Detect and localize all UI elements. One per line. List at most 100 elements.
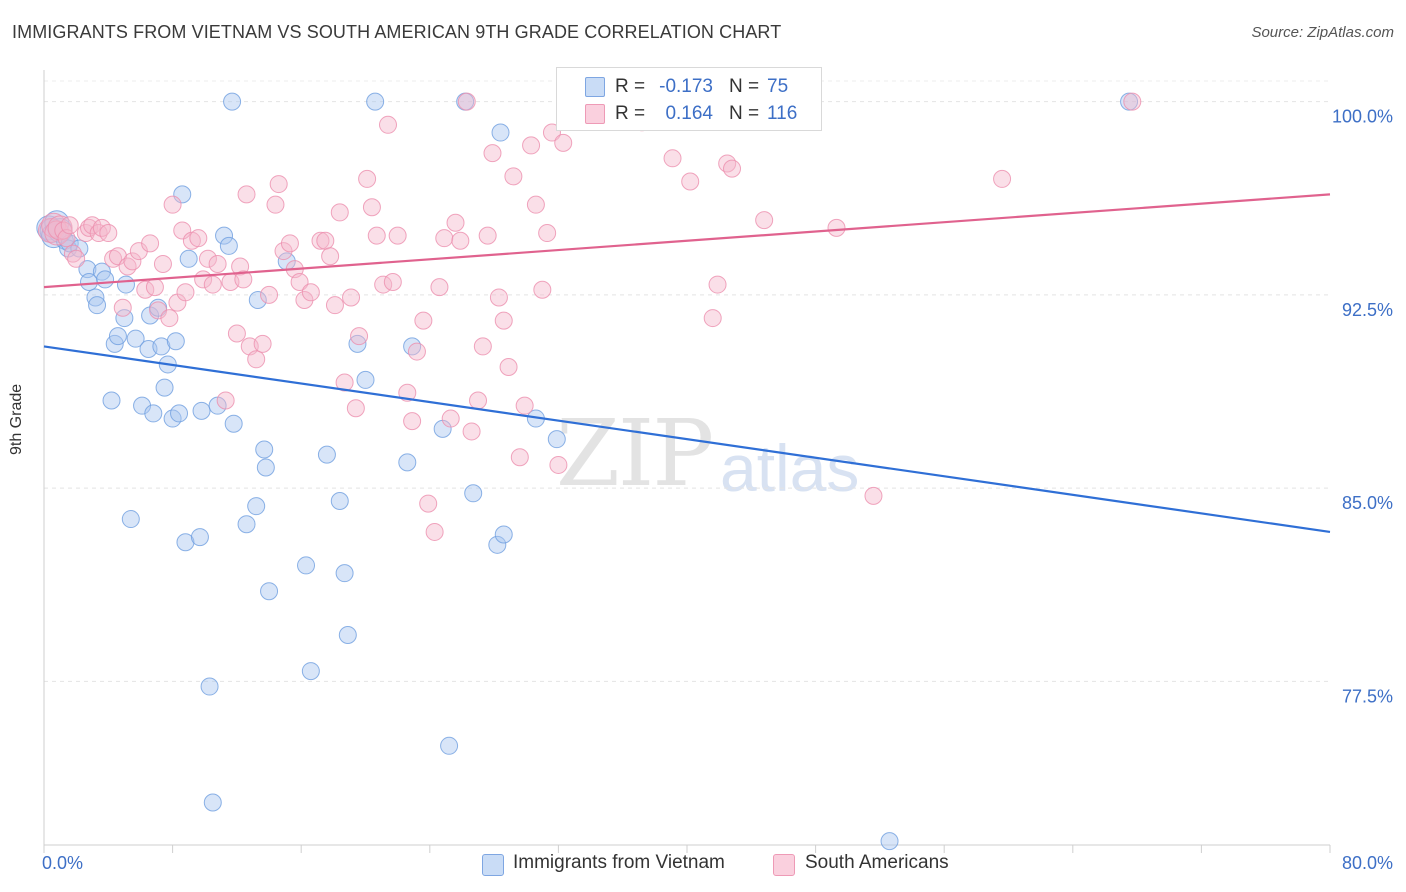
x-tick-label-min: 0.0% bbox=[42, 853, 83, 873]
point-south-americans bbox=[549, 455, 568, 474]
point-south-americans bbox=[346, 399, 365, 418]
legend-row-south-americans: R = 0.164 N = 116 bbox=[557, 101, 821, 127]
series-vietnam-points bbox=[36, 92, 1139, 851]
point-south-americans bbox=[80, 218, 99, 237]
bottom-legend-south-americans: South Americans bbox=[805, 852, 949, 873]
point-south-americans bbox=[473, 337, 492, 356]
point-vietnam bbox=[488, 535, 507, 554]
stats-legend: R = -0.173 N = 75 R = 0.164 N = 116 bbox=[556, 67, 822, 131]
point-vietnam bbox=[176, 533, 195, 552]
point-south-americans bbox=[398, 383, 417, 402]
x-tick-label-max: 80.0% bbox=[1342, 853, 1393, 873]
point-vietnam bbox=[102, 391, 121, 410]
point-vietnam bbox=[108, 327, 127, 346]
point-vietnam bbox=[170, 404, 189, 423]
point-south-americans bbox=[435, 229, 454, 248]
point-south-americans bbox=[104, 249, 123, 268]
point-south-americans bbox=[383, 272, 402, 291]
point-south-americans bbox=[864, 486, 883, 505]
point-south-americans bbox=[504, 167, 523, 186]
watermark-zip: ZIP bbox=[556, 400, 714, 507]
point-south-americans bbox=[533, 280, 552, 299]
legend-n-label: N = bbox=[729, 103, 760, 124]
point-south-americans bbox=[451, 231, 470, 250]
point-south-americans bbox=[538, 224, 557, 243]
chart-title: IMMIGRANTS FROM VIETNAM VS SOUTH AMERICA… bbox=[12, 22, 782, 42]
point-south-americans bbox=[160, 309, 179, 328]
trend-line-vietnam bbox=[43, 345, 1331, 534]
point-south-americans bbox=[469, 391, 488, 410]
point-vietnam bbox=[880, 832, 899, 851]
point-south-americans bbox=[522, 136, 541, 155]
point-south-americans bbox=[311, 231, 330, 250]
point-vietnam bbox=[398, 453, 417, 472]
point-south-americans bbox=[526, 195, 545, 214]
legend-n-value: 75 bbox=[767, 76, 789, 97]
point-vietnam bbox=[152, 337, 171, 356]
point-south-americans bbox=[993, 169, 1012, 188]
point-south-americans bbox=[425, 522, 444, 541]
point-south-americans bbox=[269, 175, 288, 194]
point-south-americans bbox=[295, 291, 314, 310]
point-south-americans bbox=[63, 244, 82, 263]
point-south-americans bbox=[203, 275, 222, 294]
point-south-americans bbox=[489, 288, 508, 307]
point-south-americans bbox=[663, 149, 682, 168]
point-south-americans bbox=[274, 242, 293, 261]
point-south-americans bbox=[321, 247, 340, 266]
point-vietnam bbox=[166, 332, 185, 351]
point-south-americans bbox=[60, 216, 79, 235]
point-south-americans bbox=[123, 252, 142, 271]
point-south-americans bbox=[216, 391, 235, 410]
point-south-americans bbox=[681, 172, 700, 191]
y-tick-label: 85.0% bbox=[1342, 493, 1393, 513]
point-south-americans bbox=[301, 283, 320, 302]
legend-r-label: R = bbox=[615, 103, 646, 124]
point-vietnam bbox=[255, 440, 274, 459]
point-south-americans bbox=[325, 296, 344, 315]
point-south-americans bbox=[280, 234, 299, 253]
point-vietnam bbox=[338, 626, 357, 645]
point-south-americans bbox=[290, 272, 309, 291]
point-vietnam bbox=[126, 329, 145, 348]
point-vietnam bbox=[224, 414, 243, 433]
point-south-americans bbox=[430, 278, 449, 297]
point-south-americans bbox=[99, 224, 118, 243]
point-south-americans bbox=[335, 373, 354, 392]
point-south-americans bbox=[494, 311, 513, 330]
point-south-americans bbox=[708, 275, 727, 294]
source-label: Source: ZipAtlas.com bbox=[1251, 24, 1394, 41]
point-south-americans bbox=[234, 270, 253, 289]
point-vietnam bbox=[96, 270, 115, 289]
point-south-americans bbox=[176, 283, 195, 302]
point-south-americans bbox=[462, 422, 481, 441]
point-vietnam bbox=[203, 793, 222, 812]
point-vietnam bbox=[335, 564, 354, 583]
point-south-americans bbox=[141, 234, 160, 253]
point-south-americans bbox=[358, 169, 377, 188]
point-vietnam bbox=[121, 510, 140, 529]
point-south-americans bbox=[407, 342, 426, 361]
watermark-atlas: atlas bbox=[720, 431, 860, 505]
point-vietnam bbox=[356, 370, 375, 389]
point-south-americans bbox=[362, 198, 381, 217]
point-south-americans bbox=[350, 327, 369, 346]
point-south-americans bbox=[89, 224, 108, 243]
tick-labels: 77.5% 85.0% 92.5% 100.0% 0.0% 80.0% bbox=[42, 107, 1393, 873]
point-south-americans bbox=[253, 334, 272, 353]
point-vietnam bbox=[247, 497, 266, 516]
point-south-americans bbox=[260, 285, 279, 304]
point-vietnam bbox=[200, 677, 219, 696]
point-south-americans bbox=[67, 249, 86, 268]
point-vietnam bbox=[144, 404, 163, 423]
point-vietnam bbox=[403, 337, 422, 356]
point-vietnam bbox=[80, 272, 99, 291]
point-vietnam bbox=[494, 525, 513, 544]
y-tick-label: 100.0% bbox=[1332, 107, 1393, 127]
point-south-americans bbox=[1123, 92, 1142, 111]
legend-swatch-south-americans bbox=[585, 104, 605, 124]
point-vietnam bbox=[190, 528, 209, 547]
point-south-americans bbox=[379, 115, 398, 134]
trend-line-south-americans bbox=[43, 193, 1331, 289]
legend-r-value: -0.173 bbox=[659, 76, 713, 97]
